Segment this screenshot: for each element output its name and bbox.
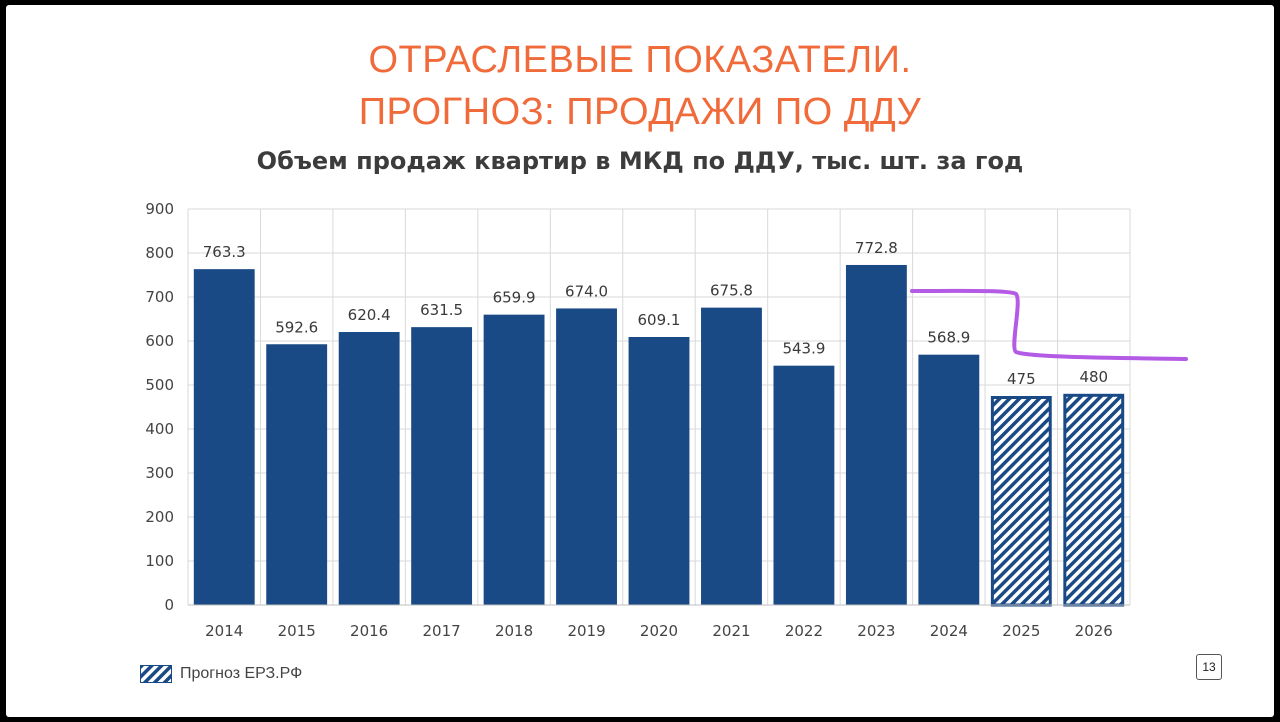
bar bbox=[918, 354, 980, 605]
data-label: 675.8 bbox=[710, 282, 753, 300]
x-tick-label: 2024 bbox=[930, 622, 968, 640]
forecast-hatch-swatch bbox=[140, 665, 172, 683]
hand-drawn-annotation-line bbox=[910, 288, 1188, 361]
y-tick-label: 500 bbox=[145, 376, 174, 394]
x-tick-label: 2018 bbox=[495, 622, 533, 640]
data-label: 772.8 bbox=[855, 239, 898, 257]
x-tick-label: 2020 bbox=[640, 622, 678, 640]
data-label: 475 bbox=[1007, 370, 1036, 388]
chart-title: Объем продаж квартир в МКД по ДДУ, тыс. … bbox=[256, 147, 1024, 175]
data-labels: 763.3 592.6 620.4 631.5 659.9 674.0 609.1 675.8… bbox=[203, 239, 1108, 388]
x-tick-label: 2016 bbox=[350, 622, 388, 640]
data-label: 480 bbox=[1079, 368, 1108, 386]
x-tick-label: 2021 bbox=[712, 622, 750, 640]
x-tick-label: 2019 bbox=[567, 622, 605, 640]
data-label: 543.9 bbox=[782, 340, 825, 358]
data-label: 609.1 bbox=[638, 311, 681, 329]
y-tick-label: 100 bbox=[145, 552, 174, 570]
slide-title-line-2: ПРОГНОЗ: ПРОДАЖИ ПО ДДУ bbox=[358, 91, 922, 133]
bar-forecast bbox=[1063, 393, 1125, 607]
data-label: 763.3 bbox=[203, 243, 246, 261]
x-tick-label: 2022 bbox=[785, 622, 823, 640]
data-label: 568.9 bbox=[927, 329, 970, 347]
bar bbox=[556, 308, 617, 605]
y-tick-label: 900 bbox=[145, 200, 174, 218]
y-tick-label: 800 bbox=[145, 244, 174, 262]
y-tick-label: 200 bbox=[145, 508, 174, 526]
x-tick-label: 2015 bbox=[278, 622, 316, 640]
y-tick-label: 600 bbox=[145, 332, 174, 350]
axes: 0 100 200 300 400 500 600 700 800 900 2014 2015 2016… bbox=[145, 200, 1130, 640]
data-label: 674.0 bbox=[565, 282, 608, 300]
bar bbox=[483, 314, 545, 605]
data-label: 659.9 bbox=[493, 289, 536, 307]
x-tick-label: 2017 bbox=[423, 622, 461, 640]
x-tick-label: 2025 bbox=[1002, 622, 1040, 640]
y-tick-label: 400 bbox=[145, 420, 174, 438]
legend-forecast-label: Прогноз ЕРЗ.РФ bbox=[180, 665, 303, 682]
bar bbox=[845, 264, 907, 605]
x-tick-label: 2023 bbox=[857, 622, 895, 640]
data-label: 592.6 bbox=[275, 318, 318, 336]
legend: Прогноз ЕРЗ.РФ bbox=[140, 662, 302, 686]
bar bbox=[338, 332, 400, 605]
bar bbox=[773, 365, 835, 605]
bar bbox=[266, 344, 328, 605]
bar-forecast bbox=[990, 396, 1052, 607]
x-tick-label: 2026 bbox=[1075, 622, 1113, 640]
bar bbox=[411, 327, 473, 605]
bars bbox=[193, 264, 1125, 607]
y-tick-label: 0 bbox=[164, 596, 174, 614]
y-tick-label: 300 bbox=[145, 464, 174, 482]
y-tick-label: 700 bbox=[145, 288, 174, 306]
page-number: 13 bbox=[1196, 654, 1222, 680]
x-tick-label: 2014 bbox=[205, 622, 243, 640]
bar bbox=[193, 269, 255, 605]
data-label: 620.4 bbox=[348, 306, 391, 324]
bar bbox=[701, 307, 762, 605]
slide-title-line-1: ОТРАСЛЕВЫЕ ПОКАЗАТЕЛИ. bbox=[368, 39, 912, 81]
data-label: 631.5 bbox=[420, 301, 463, 319]
bar bbox=[628, 336, 690, 605]
